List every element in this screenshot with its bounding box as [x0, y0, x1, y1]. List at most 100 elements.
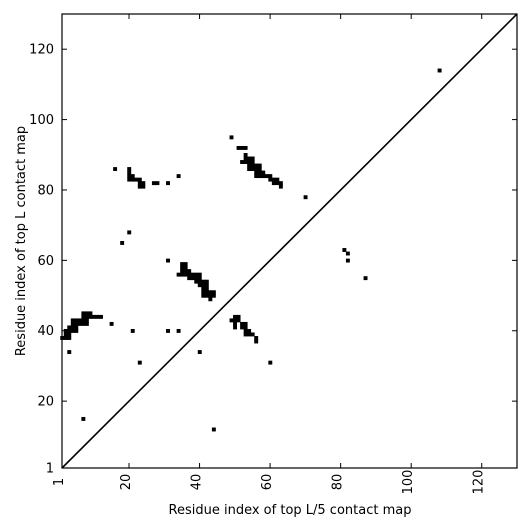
- contact-cell: [233, 318, 237, 323]
- contact-cell: [278, 184, 283, 189]
- contact-cell: [67, 325, 72, 330]
- contact-cell: [250, 156, 255, 161]
- contact-cell: [180, 269, 185, 274]
- contact-cell: [127, 174, 132, 179]
- y-tick-label: 80: [37, 183, 54, 198]
- contact-cell: [208, 290, 213, 295]
- contact-cell: [236, 145, 241, 150]
- contact-cell: [141, 184, 146, 189]
- contact-cell: [250, 160, 255, 164]
- contact-cell: [137, 181, 142, 186]
- contact-cell: [271, 181, 276, 186]
- contact-cell: [345, 251, 350, 256]
- contact-cell: [130, 328, 135, 333]
- contact-cell: [180, 272, 185, 277]
- contact-cell: [254, 163, 259, 168]
- contact-cell: [240, 160, 245, 164]
- contact-cell: [240, 321, 245, 326]
- diagonal-line: [61, 13, 518, 469]
- contact-cell: [254, 336, 259, 340]
- contact-cell: [201, 293, 206, 298]
- contact-cell: [257, 170, 262, 175]
- contact-cell: [257, 174, 262, 179]
- contact-cell: [254, 170, 259, 175]
- contact-cell: [204, 283, 209, 288]
- contact-cell: [211, 290, 216, 295]
- contact-cell: [243, 160, 248, 164]
- contact-cell: [257, 163, 262, 168]
- contact-cell: [437, 68, 442, 73]
- contact-cell: [77, 318, 82, 323]
- contact-cell: [363, 276, 368, 281]
- contact-cells: [60, 68, 442, 432]
- y-tick-label: 1: [46, 462, 54, 477]
- contact-cell: [77, 321, 82, 326]
- contact-cell: [67, 336, 72, 340]
- contact-cell: [137, 360, 142, 365]
- contact-cell: [278, 181, 283, 186]
- contact-cell: [67, 350, 72, 355]
- contact-cell: [243, 321, 248, 326]
- contact-cell: [88, 311, 93, 316]
- contact-cell: [201, 283, 206, 288]
- contact-cell: [229, 135, 234, 140]
- contact-cell: [204, 290, 209, 295]
- contact-cell: [84, 318, 89, 323]
- contact-cell: [243, 153, 248, 157]
- contact-cell: [275, 177, 280, 182]
- contact-cell: [63, 336, 68, 340]
- contact-cell: [261, 174, 266, 179]
- y-tick-label: 20: [37, 395, 54, 410]
- plot-frame: [61, 13, 518, 469]
- contact-cell: [127, 170, 132, 175]
- x-tick-label: 120: [472, 470, 487, 495]
- contact-cell: [91, 314, 96, 319]
- contact-cell: [81, 416, 86, 421]
- contact-cell: [70, 325, 75, 330]
- contact-cell: [166, 258, 170, 263]
- contact-cell: [194, 272, 199, 277]
- contact-cell: [127, 230, 132, 235]
- contact-cell: [183, 265, 188, 270]
- contact-cell: [197, 276, 202, 281]
- contact-cell: [243, 145, 248, 150]
- contact-cell: [187, 269, 192, 274]
- contact-cell: [250, 163, 255, 168]
- contact-cell: [194, 279, 199, 284]
- contact-cell: [67, 332, 72, 337]
- contact-cell: [236, 318, 241, 323]
- contact-cell: [240, 145, 245, 150]
- contact-cell: [151, 181, 156, 186]
- contact-cell: [243, 325, 248, 330]
- contact-cell: [81, 321, 86, 326]
- contact-cell: [247, 156, 252, 161]
- contact-cell: [201, 279, 206, 284]
- contact-cell: [130, 174, 135, 179]
- contact-cell: [201, 286, 206, 291]
- contact-cell: [240, 325, 245, 330]
- x-tick-label: 100: [401, 470, 416, 495]
- contact-cell: [137, 184, 142, 189]
- contact-cell: [197, 283, 202, 288]
- contact-cell: [247, 167, 252, 172]
- contact-cell: [81, 311, 86, 316]
- contact-cell: [127, 177, 132, 182]
- contact-cell: [201, 290, 206, 295]
- contact-cell: [247, 328, 252, 333]
- x-tick-label: 60: [260, 474, 275, 491]
- contact-cell: [176, 328, 181, 333]
- contact-cell: [342, 248, 347, 252]
- x-axis-label: Residue index of top L/5 contact map: [169, 503, 412, 518]
- contact-cell: [254, 167, 259, 172]
- contact-cell: [67, 328, 72, 333]
- contact-cell: [264, 174, 269, 179]
- contact-cell: [197, 272, 202, 277]
- contact-cell: [243, 156, 248, 161]
- contact-cell: [243, 332, 248, 337]
- contact-cell: [250, 332, 255, 337]
- contact-cell: [166, 328, 170, 333]
- contact-cell: [176, 272, 181, 277]
- contact-cell: [187, 272, 192, 277]
- contact-cell: [74, 318, 79, 323]
- contact-cell: [113, 167, 118, 172]
